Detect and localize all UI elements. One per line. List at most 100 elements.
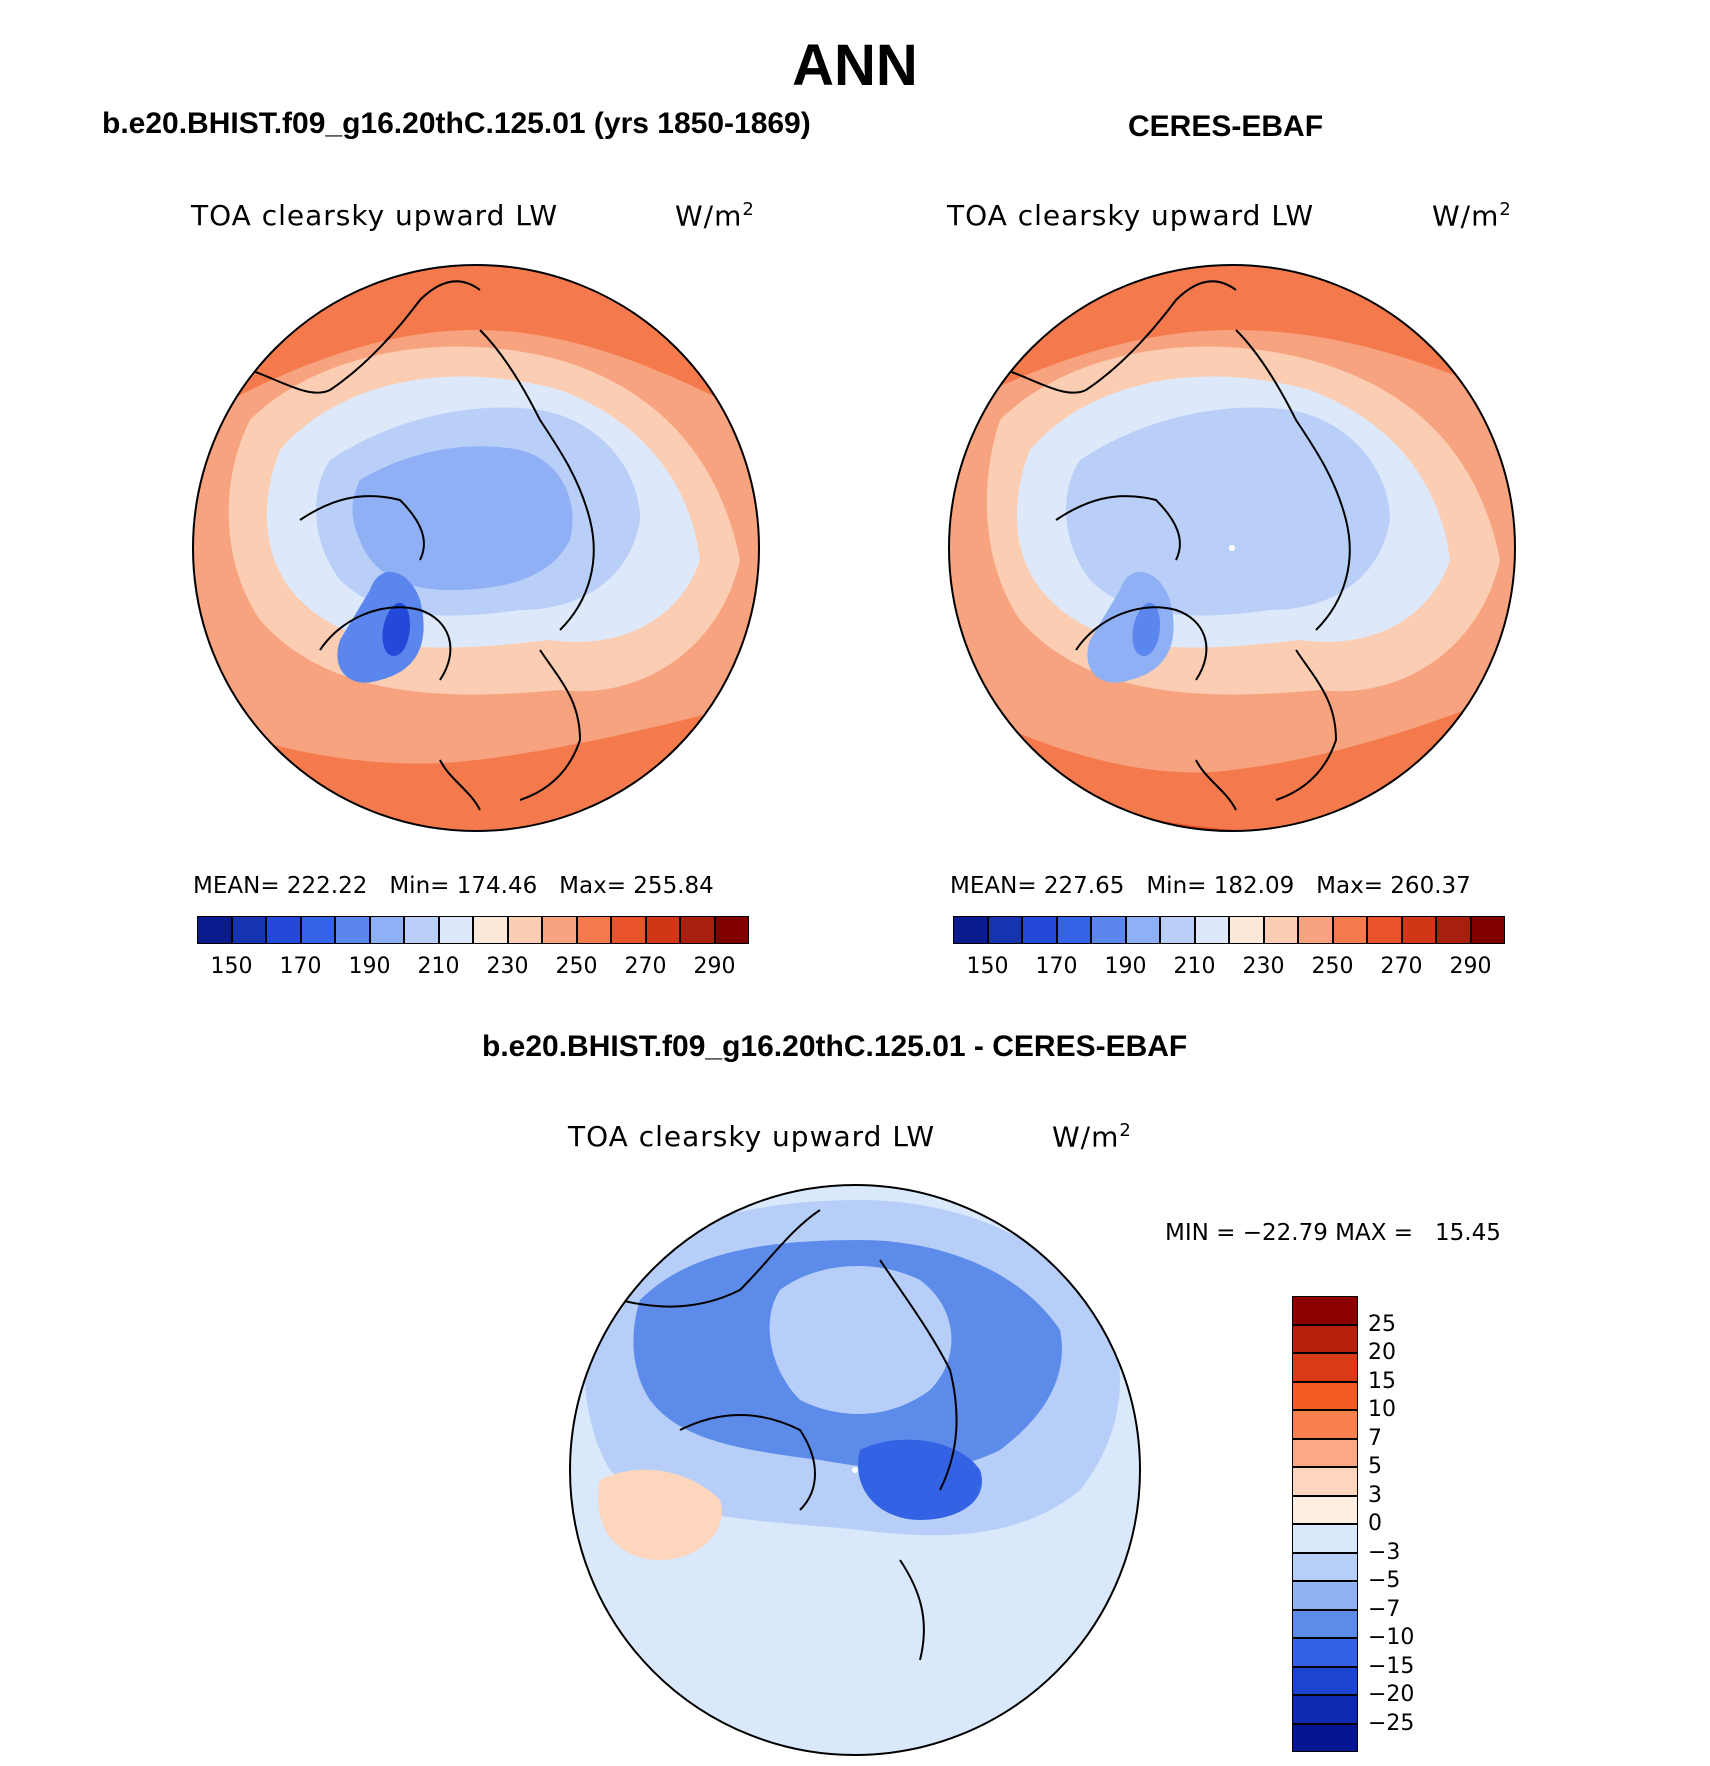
diff-colorbar-tick-label: 3 [1368, 1482, 1382, 1508]
diff-colorbar-tick-label: −15 [1368, 1653, 1415, 1679]
panel1-colorbar-swatch [714, 916, 749, 944]
panel1-case-title: b.e20.BHIST.f09_g16.20thC.125.01 (yrs 18… [102, 107, 811, 140]
colorbar-panel1 [197, 916, 749, 944]
diff-colorbar-swatch [1292, 1552, 1358, 1581]
panel1-colorbar-swatch [404, 916, 439, 944]
colorbar-panel1-ticks: 150 170 190 210 230 250 270 290 [197, 954, 749, 984]
panel2-case-title: CERES-EBAF [1128, 110, 1324, 143]
diff-colorbar-swatch [1292, 1495, 1358, 1524]
diff-minmax: MIN = −22.79 MAX = 15.45 [1165, 1220, 1501, 1246]
diff-colorbar-tick-label: −3 [1368, 1539, 1401, 1565]
diff-colorbar-swatch [1292, 1638, 1358, 1667]
panel2-colorbar-swatch [1056, 916, 1091, 944]
panel2-colorbar-swatch [1401, 916, 1436, 944]
panel1-colorbar-tick-label: 210 [417, 954, 460, 979]
diff-colorbar-swatch [1292, 1695, 1358, 1724]
diff-colorbar-tick-label: 20 [1368, 1340, 1396, 1365]
diff-colorbar-swatch [1292, 1410, 1358, 1439]
diff-colorbar-swatch [1292, 1524, 1358, 1553]
panel1-units: W/m2 [675, 199, 755, 233]
colorbar-diff-ticks: 25 20 15 10 7 5 3 0 −3 −5 −7 −10 −15 −20 −25 [1368, 1296, 1468, 1752]
diff-colorbar-swatch [1292, 1438, 1358, 1467]
panel1-colorbar-swatch [611, 916, 646, 944]
panel1-colorbar-tick-label: 290 [693, 954, 736, 979]
panel2-colorbar-swatch [1263, 916, 1298, 944]
map-panel1 [193, 265, 759, 831]
diff-colorbar-swatch [1292, 1581, 1358, 1610]
panel1-colorbar-swatch [507, 916, 542, 944]
panel1-colorbar-tick-label: 250 [555, 954, 598, 979]
diff-colorbar-swatch [1292, 1723, 1358, 1752]
panel2-colorbar-tick-label: 250 [1311, 954, 1354, 979]
diff-units: W/m2 [1052, 1120, 1132, 1154]
diff-colorbar-swatch [1292, 1381, 1358, 1410]
panel2-colorbar-tick-label: 210 [1173, 954, 1216, 979]
diff-colorbar-swatch [1292, 1353, 1358, 1382]
panel1-colorbar-tick-label: 150 [210, 954, 253, 979]
panel1-colorbar-swatch [369, 916, 404, 944]
panel2-stats: MEAN= 227.65 Min= 182.09 Max= 260.37 [950, 873, 1471, 899]
panel2-colorbar-tick-label: 270 [1380, 954, 1423, 979]
diff-colorbar-tick-label: 10 [1368, 1397, 1396, 1422]
panel2-colorbar-tick-label: 230 [1242, 954, 1285, 979]
panel1-colorbar-swatch [335, 916, 370, 944]
panel1-colorbar-swatch [300, 916, 335, 944]
diff-colorbar-tick-label: 7 [1368, 1425, 1382, 1451]
diff-colorbar-tick-label: −10 [1368, 1625, 1415, 1650]
map-panel2 [949, 265, 1515, 831]
diff-colorbar-tick-label: 25 [1368, 1311, 1396, 1337]
diff-colorbar-tick-label: −7 [1368, 1596, 1401, 1622]
panel1-stats: MEAN= 222.22 Min= 174.46 Max= 255.84 [193, 873, 714, 899]
panel1-colorbar-swatch [576, 916, 611, 944]
panel2-colorbar-swatch [1332, 916, 1367, 944]
panel1-colorbar-swatch [266, 916, 301, 944]
diff-colorbar-tick-label: −20 [1368, 1682, 1415, 1707]
panel2-colorbar-swatch [1470, 916, 1505, 944]
map-diff [570, 1185, 1140, 1755]
panel1-variable-label: TOA clearsky upward LW [191, 199, 559, 232]
panel1-colorbar-swatch [542, 916, 577, 944]
panel2-colorbar-tick-label: 150 [966, 954, 1009, 979]
diff-case-title: b.e20.BHIST.f09_g16.20thC.125.01 - CERES… [482, 1030, 1188, 1063]
panel2-units: W/m2 [1432, 199, 1512, 233]
diff-colorbar-swatch [1292, 1609, 1358, 1638]
panel2-colorbar-swatch [953, 916, 988, 944]
panel2-variable-label: TOA clearsky upward LW [947, 199, 1315, 232]
panel1-colorbar-swatch [645, 916, 680, 944]
panel2-colorbar-swatch [1125, 916, 1160, 944]
panel1-colorbar-tick-label: 230 [486, 954, 529, 979]
panel1-colorbar-swatch [231, 916, 266, 944]
diff-colorbar-tick-label: 5 [1368, 1454, 1382, 1479]
figure-title: ANN [792, 33, 918, 98]
diff-colorbar-swatch [1292, 1296, 1358, 1325]
panel1-colorbar-tick-label: 170 [279, 954, 322, 979]
diff-colorbar-tick-label: −25 [1368, 1710, 1415, 1736]
panel2-colorbar-tick-label: 190 [1104, 954, 1147, 979]
panel2-colorbar-swatch [1298, 916, 1333, 944]
panel2-colorbar-swatch [987, 916, 1022, 944]
panel1-colorbar-swatch [680, 916, 715, 944]
panel2-colorbar-tick-label: 290 [1449, 954, 1492, 979]
colorbar-diff [1292, 1296, 1358, 1752]
diff-colorbar-swatch [1292, 1324, 1358, 1353]
colorbar-panel2 [953, 916, 1505, 944]
panel1-colorbar-swatch [438, 916, 473, 944]
colorbar-panel2-ticks: 150 170 190 210 230 250 270 290 [953, 954, 1505, 984]
panel1-colorbar-swatch [197, 916, 232, 944]
diff-colorbar-swatch [1292, 1467, 1358, 1496]
panel2-colorbar-swatch [1367, 916, 1402, 944]
panel2-colorbar-swatch [1229, 916, 1264, 944]
panel1-colorbar-swatch [473, 916, 508, 944]
diff-variable-label: TOA clearsky upward LW [568, 1120, 936, 1153]
panel1-colorbar-tick-label: 190 [348, 954, 391, 979]
diff-colorbar-tick-label: 0 [1368, 1511, 1382, 1536]
panel2-colorbar-swatch [1194, 916, 1229, 944]
diff-colorbar-tick-label: 15 [1368, 1368, 1396, 1394]
diff-colorbar-swatch [1292, 1666, 1358, 1695]
panel1-colorbar-tick-label: 270 [624, 954, 667, 979]
diff-colorbar-tick-label: −5 [1368, 1568, 1401, 1593]
panel2-colorbar-tick-label: 170 [1035, 954, 1078, 979]
panel2-colorbar-swatch [1022, 916, 1057, 944]
panel2-colorbar-swatch [1091, 916, 1126, 944]
